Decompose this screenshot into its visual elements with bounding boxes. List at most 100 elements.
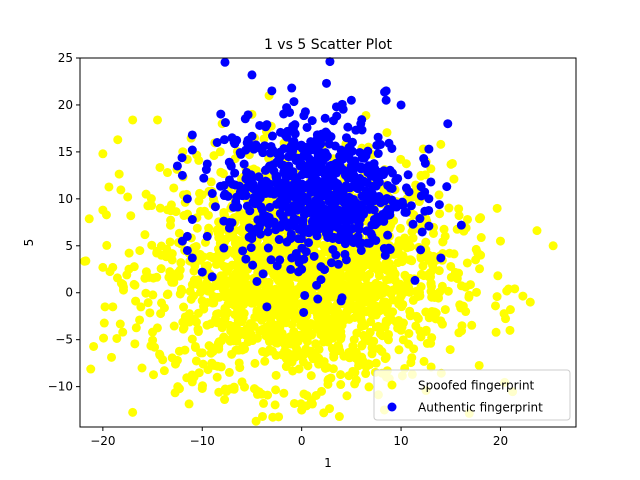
scatter-point	[510, 284, 520, 294]
scatter-point	[416, 245, 426, 255]
scatter-point	[370, 217, 380, 227]
scatter-point	[260, 356, 270, 366]
scatter-point	[221, 386, 231, 396]
scatter-point	[315, 148, 325, 158]
scatter-point	[114, 169, 124, 179]
scatter-point	[108, 302, 118, 312]
scatter-point	[284, 275, 294, 284]
scatter-point	[258, 148, 268, 158]
scatter-point	[187, 215, 197, 224]
scatter-point	[396, 154, 406, 164]
scatter-point	[318, 337, 328, 347]
scatter-point	[306, 137, 316, 147]
scatter-point	[296, 234, 306, 244]
scatter-point	[383, 335, 393, 345]
scatter-point	[532, 226, 542, 236]
scatter-point	[308, 216, 318, 226]
scatter-point	[156, 264, 166, 274]
scatter-point	[220, 395, 230, 405]
scatter-point	[380, 250, 390, 260]
scatter-point	[271, 370, 281, 380]
y-axis-label: 5	[22, 239, 36, 247]
scatter-point	[454, 328, 464, 338]
scatter-point	[345, 353, 355, 363]
x-axis-label: 1	[324, 456, 332, 470]
scatter-point	[301, 272, 311, 282]
axes-frame	[79, 57, 577, 428]
scatter-point	[350, 379, 360, 389]
scatter-point	[296, 184, 306, 194]
scatter-point	[319, 357, 329, 367]
scatter-point	[135, 315, 145, 325]
scatter-point	[342, 228, 352, 238]
scatter-point	[253, 215, 263, 225]
scatter-point	[265, 202, 275, 212]
scatter-point	[273, 285, 283, 295]
scatter-point	[229, 202, 239, 212]
scatter-point	[164, 205, 174, 215]
scatter-point	[201, 165, 211, 175]
scatter-point	[381, 352, 391, 362]
scatter-point	[309, 251, 319, 261]
scatter-point	[271, 350, 281, 360]
y-tick-label: 20	[58, 98, 73, 112]
scatter-point	[308, 354, 318, 364]
scatter-point	[266, 328, 276, 338]
scatter-point	[215, 147, 225, 157]
scatter-point	[405, 306, 415, 316]
scatter-point	[259, 260, 269, 270]
scatter-point	[381, 319, 391, 329]
scatter-point	[296, 161, 306, 171]
scatter-point	[378, 170, 388, 180]
scatter-point	[275, 255, 285, 265]
scatter-point	[246, 329, 256, 339]
scatter-point	[229, 300, 239, 310]
scatter-point	[379, 297, 389, 307]
scatter-point	[373, 288, 383, 298]
scatter-point	[421, 237, 431, 247]
scatter-point	[246, 243, 256, 253]
legend-marker-spoofed	[387, 380, 397, 390]
scatter-point	[116, 185, 126, 195]
scatter-point	[490, 301, 500, 311]
scatter-point	[300, 142, 310, 152]
scatter-point	[278, 304, 288, 314]
scatter-point	[387, 183, 397, 193]
scatter-point	[137, 363, 147, 373]
y-tick-label: 10	[58, 192, 73, 206]
scatter-point	[347, 300, 357, 310]
scatter-point	[358, 262, 368, 272]
scatter-point	[237, 317, 247, 327]
scatter-point	[263, 243, 273, 253]
scatter-point	[440, 231, 450, 241]
scatter-point	[518, 291, 528, 301]
scatter-point	[208, 291, 218, 301]
scatter-point	[350, 156, 360, 166]
scatter-point	[169, 183, 179, 193]
scatter-point	[362, 226, 372, 236]
scatter-point	[418, 261, 428, 271]
scatter-point	[194, 196, 204, 206]
scatter-point	[525, 297, 535, 307]
scatter-point	[239, 159, 249, 169]
scatter-point	[333, 179, 342, 189]
scatter-point	[350, 212, 360, 222]
scatter-point	[395, 223, 405, 233]
scatter-point	[374, 344, 384, 354]
y-tick-label: 5	[65, 239, 73, 253]
scatter-point	[80, 256, 90, 266]
scatter-point	[214, 341, 224, 351]
scatter-point	[267, 131, 277, 141]
scatter-point	[382, 275, 392, 285]
scatter-point	[289, 97, 299, 107]
scatter-point	[241, 272, 251, 282]
scatter-point	[296, 399, 306, 409]
scatter-point	[231, 249, 241, 259]
scatter-point	[216, 109, 226, 119]
scatter-point	[348, 341, 358, 351]
legend-label-spoofed: Spoofed fingerprint	[418, 379, 535, 393]
scatter-point	[107, 352, 117, 362]
scatter-point	[299, 111, 309, 121]
scatter-point	[122, 270, 132, 280]
scatter-point	[175, 265, 185, 275]
